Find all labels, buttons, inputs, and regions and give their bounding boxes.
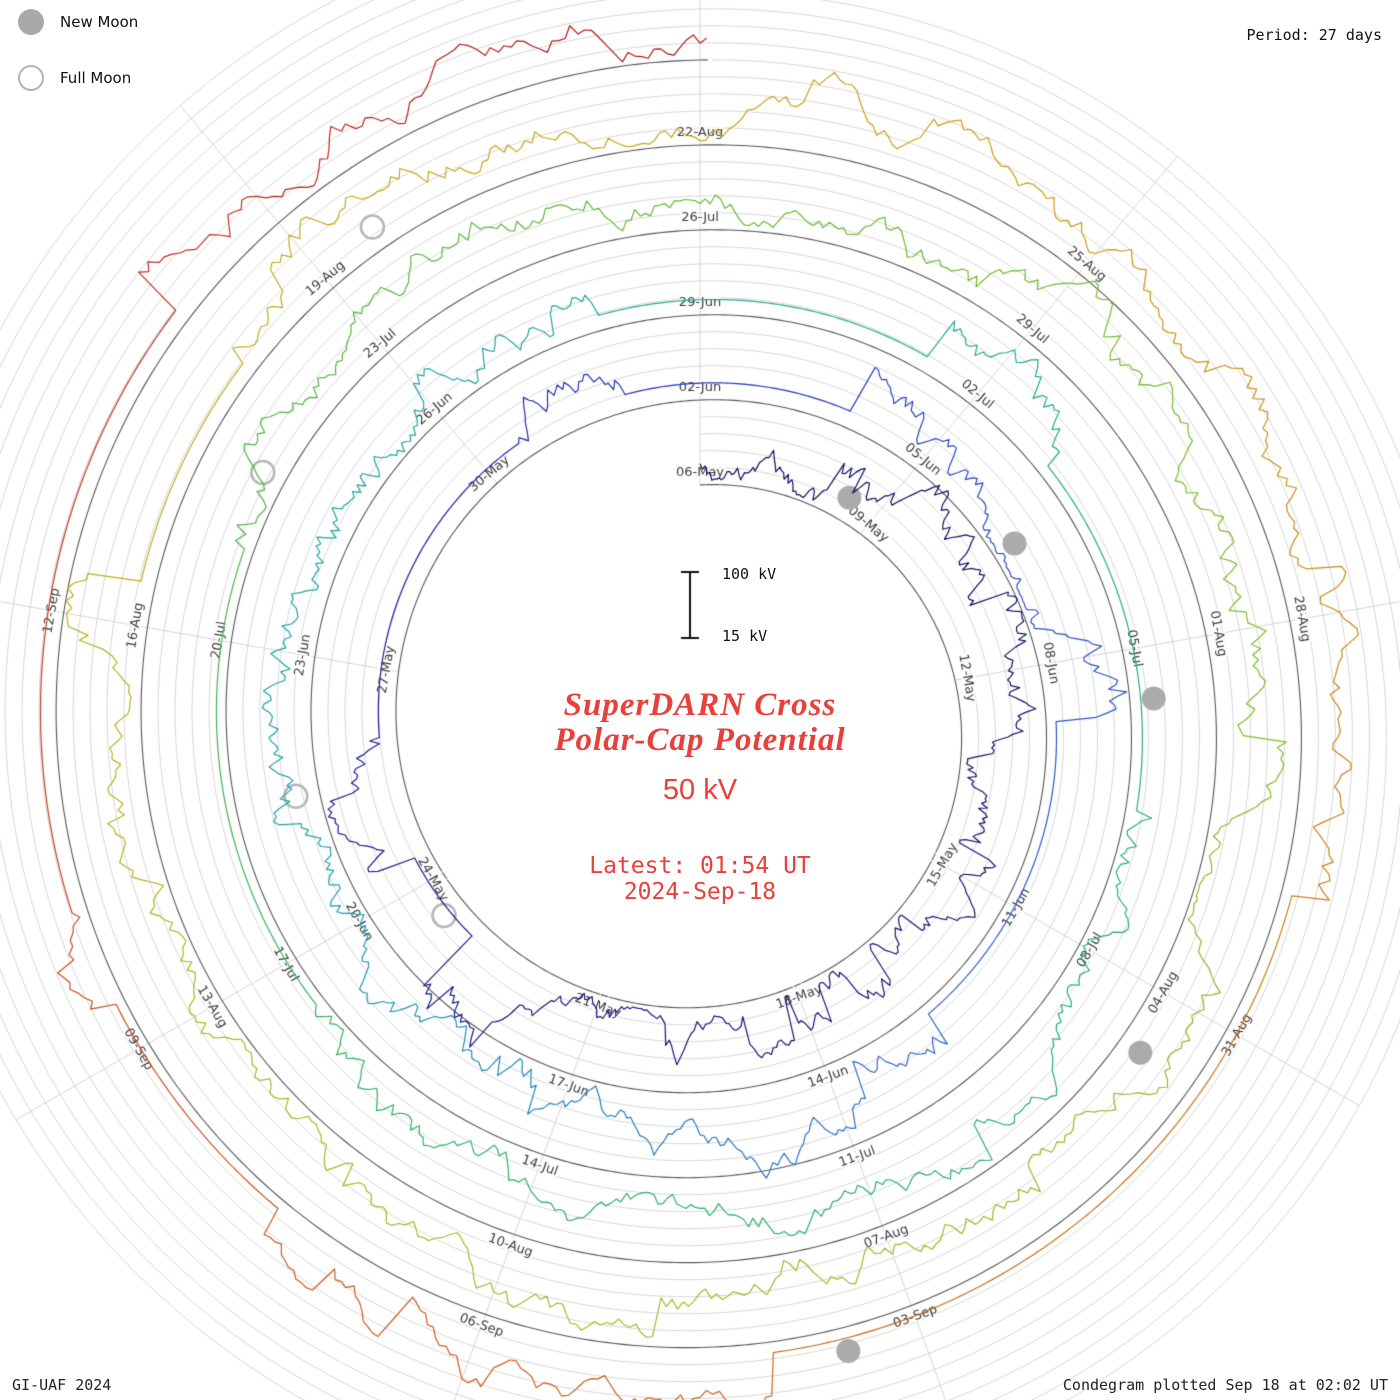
new-moon-label: New Moon: [60, 13, 139, 31]
latest-readout: Latest: 01:54 UT 2024-Sep-18: [554, 853, 845, 906]
center-annotation: SuperDARN Cross Polar-Cap Potential 50 k…: [554, 688, 845, 906]
legend-item-new-moon: New Moon: [18, 8, 138, 36]
full-moon-label: Full Moon: [60, 69, 132, 87]
chart-title-line1: SuperDARN Cross: [563, 687, 837, 723]
latest-date-label: 2024-Sep-18: [623, 879, 777, 906]
full-moon-icon: [18, 65, 44, 91]
moon-legend: New Moon Full Moon: [18, 8, 138, 120]
plotted-note-label: Condegram plotted Sep 18 at 02:02 UT: [1062, 1376, 1388, 1394]
legend-item-full-moon: Full Moon: [18, 64, 138, 92]
latest-time-label: Latest: 01:54 UT: [589, 852, 811, 879]
scale-bottom-label: 15 kV: [722, 627, 768, 645]
center-value-label: 50 kV: [662, 773, 738, 806]
new-moon-icon: [18, 9, 44, 35]
chart-title-line2: Polar-Cap Potential: [554, 721, 846, 758]
period-label: Period: 27 days: [1246, 26, 1382, 44]
credit-label: GI-UAF 2024: [12, 1376, 112, 1394]
scale-top-label: 100 kV: [722, 565, 777, 583]
